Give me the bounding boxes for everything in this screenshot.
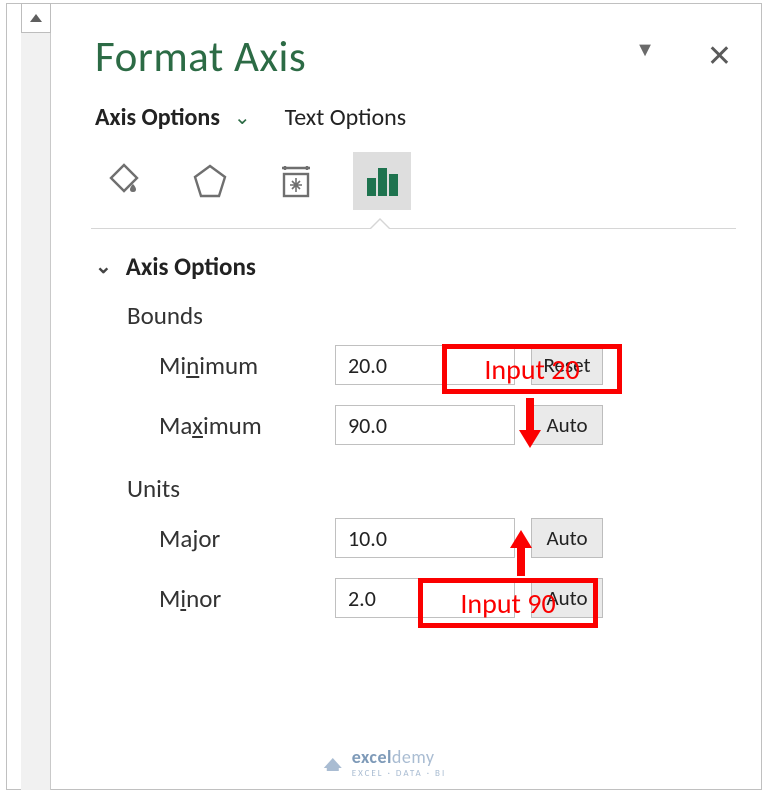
scroll-up-button[interactable]: [21, 3, 51, 33]
axis-options-section: ⌄ Axis Options Bounds Minimum Reset Maxi…: [75, 229, 752, 628]
chevron-down-icon[interactable]: ⌄: [234, 105, 251, 130]
fill-bucket-icon[interactable]: [95, 152, 153, 210]
tab-axis-options[interactable]: Axis Options: [95, 103, 220, 132]
units-label: Units: [95, 455, 732, 508]
format-axis-panel: Format Axis ▼ ✕ Axis Options ⌄ Text Opti…: [75, 20, 752, 793]
maximum-auto-button[interactable]: Auto: [531, 405, 603, 445]
minor-row: Minor Auto: [95, 568, 732, 628]
bar-chart-icon[interactable]: [353, 152, 411, 210]
section-divider: [91, 228, 736, 229]
collapse-chevron-icon[interactable]: ⌄: [95, 254, 112, 279]
watermark-text: exceldemyEXCEL · DATA · BI: [352, 746, 446, 779]
maximum-label: Maximum: [159, 410, 319, 441]
watermark-logo-icon: [322, 752, 344, 774]
section-header-row[interactable]: ⌄ Axis Options: [95, 251, 732, 282]
minor-label: Minor: [159, 583, 319, 614]
watermark: exceldemyEXCEL · DATA · BI: [322, 746, 446, 779]
panel-title: Format Axis: [95, 30, 306, 83]
minimum-row: Minimum Reset: [95, 335, 732, 395]
maximum-row: Maximum Auto: [95, 395, 732, 455]
format-icon-row: [75, 146, 752, 220]
maximum-input[interactable]: [335, 405, 515, 445]
options-tab-row: Axis Options ⌄ Text Options: [75, 89, 752, 146]
tab-text-options[interactable]: Text Options: [285, 103, 407, 132]
left-scrollbar[interactable]: [21, 3, 51, 790]
annotation-input-90: Input 90: [418, 578, 598, 628]
major-row: Major Auto: [95, 508, 732, 568]
size-properties-icon[interactable]: [267, 152, 325, 210]
section-header-label: Axis Options: [126, 251, 256, 282]
close-icon[interactable]: ✕: [707, 38, 732, 75]
effects-pentagon-icon[interactable]: [181, 152, 239, 210]
bounds-label: Bounds: [95, 282, 732, 335]
panel-dropdown-icon[interactable]: ▼: [635, 38, 655, 75]
major-input[interactable]: [335, 518, 515, 558]
major-label: Major: [159, 523, 319, 554]
minimum-label: Minimum: [159, 350, 319, 381]
annotation-input-20: Input 20: [442, 344, 622, 394]
scroll-track[interactable]: [21, 33, 50, 790]
major-auto-button[interactable]: Auto: [531, 518, 603, 558]
